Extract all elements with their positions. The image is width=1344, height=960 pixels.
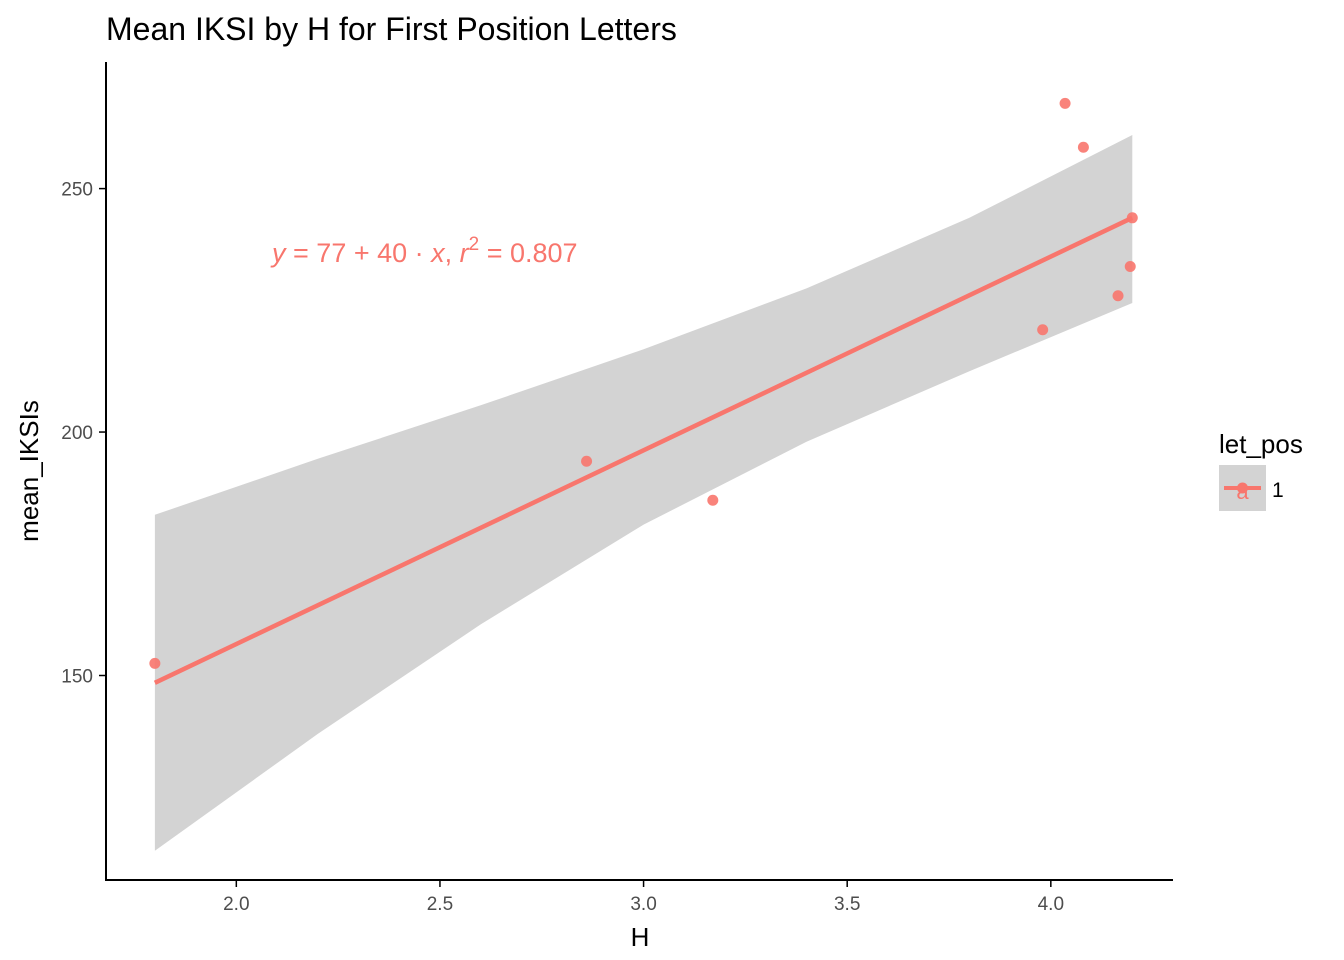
eq-coefficients: = 77 + 40 · [286, 238, 432, 268]
y-tick-label: 250 [61, 180, 93, 201]
x-tick-label: 2.5 [427, 894, 453, 915]
legend-key-letter: a [1236, 479, 1249, 504]
eq-r: r [460, 238, 470, 268]
chart-title: Mean IKSI by H for First Position Letter… [106, 11, 677, 47]
x-axis-title: H [631, 922, 650, 952]
eq-y: y [270, 238, 287, 268]
eq-superscript: 2 [469, 234, 480, 255]
plot-area [149, 97, 1138, 851]
data-point [707, 494, 719, 506]
data-point [1077, 141, 1089, 153]
eq-x: x [429, 238, 446, 268]
x-tick-label: 4.0 [1038, 894, 1064, 915]
legend-label: 1 [1272, 479, 1284, 502]
confidence-band [154, 135, 1133, 851]
legend-key-point [1237, 482, 1248, 494]
data-point [149, 657, 161, 669]
eq-separator: , [445, 238, 460, 268]
x-tick-label: 2.0 [223, 894, 249, 915]
x-tick-label: 3.5 [834, 894, 860, 915]
data-point [1112, 290, 1124, 302]
data-point [581, 455, 593, 467]
eq-r-squared-value: = 0.807 [479, 238, 577, 268]
x-tick-label: 3.0 [630, 894, 656, 915]
data-point [1124, 261, 1136, 272]
legend-title: let_pos [1219, 429, 1303, 459]
y-axis-title: mean_IKSIs [14, 400, 44, 542]
data-point [1126, 212, 1138, 224]
y-axis-ticks: 150 200 250 [61, 180, 106, 688]
regression-equation: y = 77 + 40 · x, r2 = 0.807 [270, 234, 578, 268]
data-point [1037, 324, 1049, 336]
legend: let_pos a 1 [1219, 429, 1303, 511]
x-axis-ticks: 2.0 2.5 3.0 3.5 4.0 [223, 880, 1064, 915]
y-tick-label: 150 [61, 667, 93, 688]
y-tick-label: 200 [61, 423, 93, 444]
data-point [1059, 97, 1071, 109]
regression-line [153, 215, 1134, 685]
